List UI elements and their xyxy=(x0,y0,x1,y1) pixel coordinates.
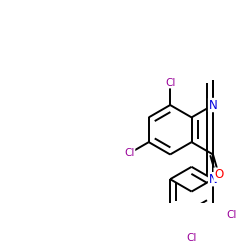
Text: O: O xyxy=(214,168,224,181)
Text: Cl: Cl xyxy=(227,210,237,220)
Text: N: N xyxy=(208,173,217,186)
Text: N: N xyxy=(208,98,217,112)
Text: Cl: Cl xyxy=(124,148,135,158)
Text: Cl: Cl xyxy=(186,233,197,243)
Text: Cl: Cl xyxy=(165,78,175,88)
